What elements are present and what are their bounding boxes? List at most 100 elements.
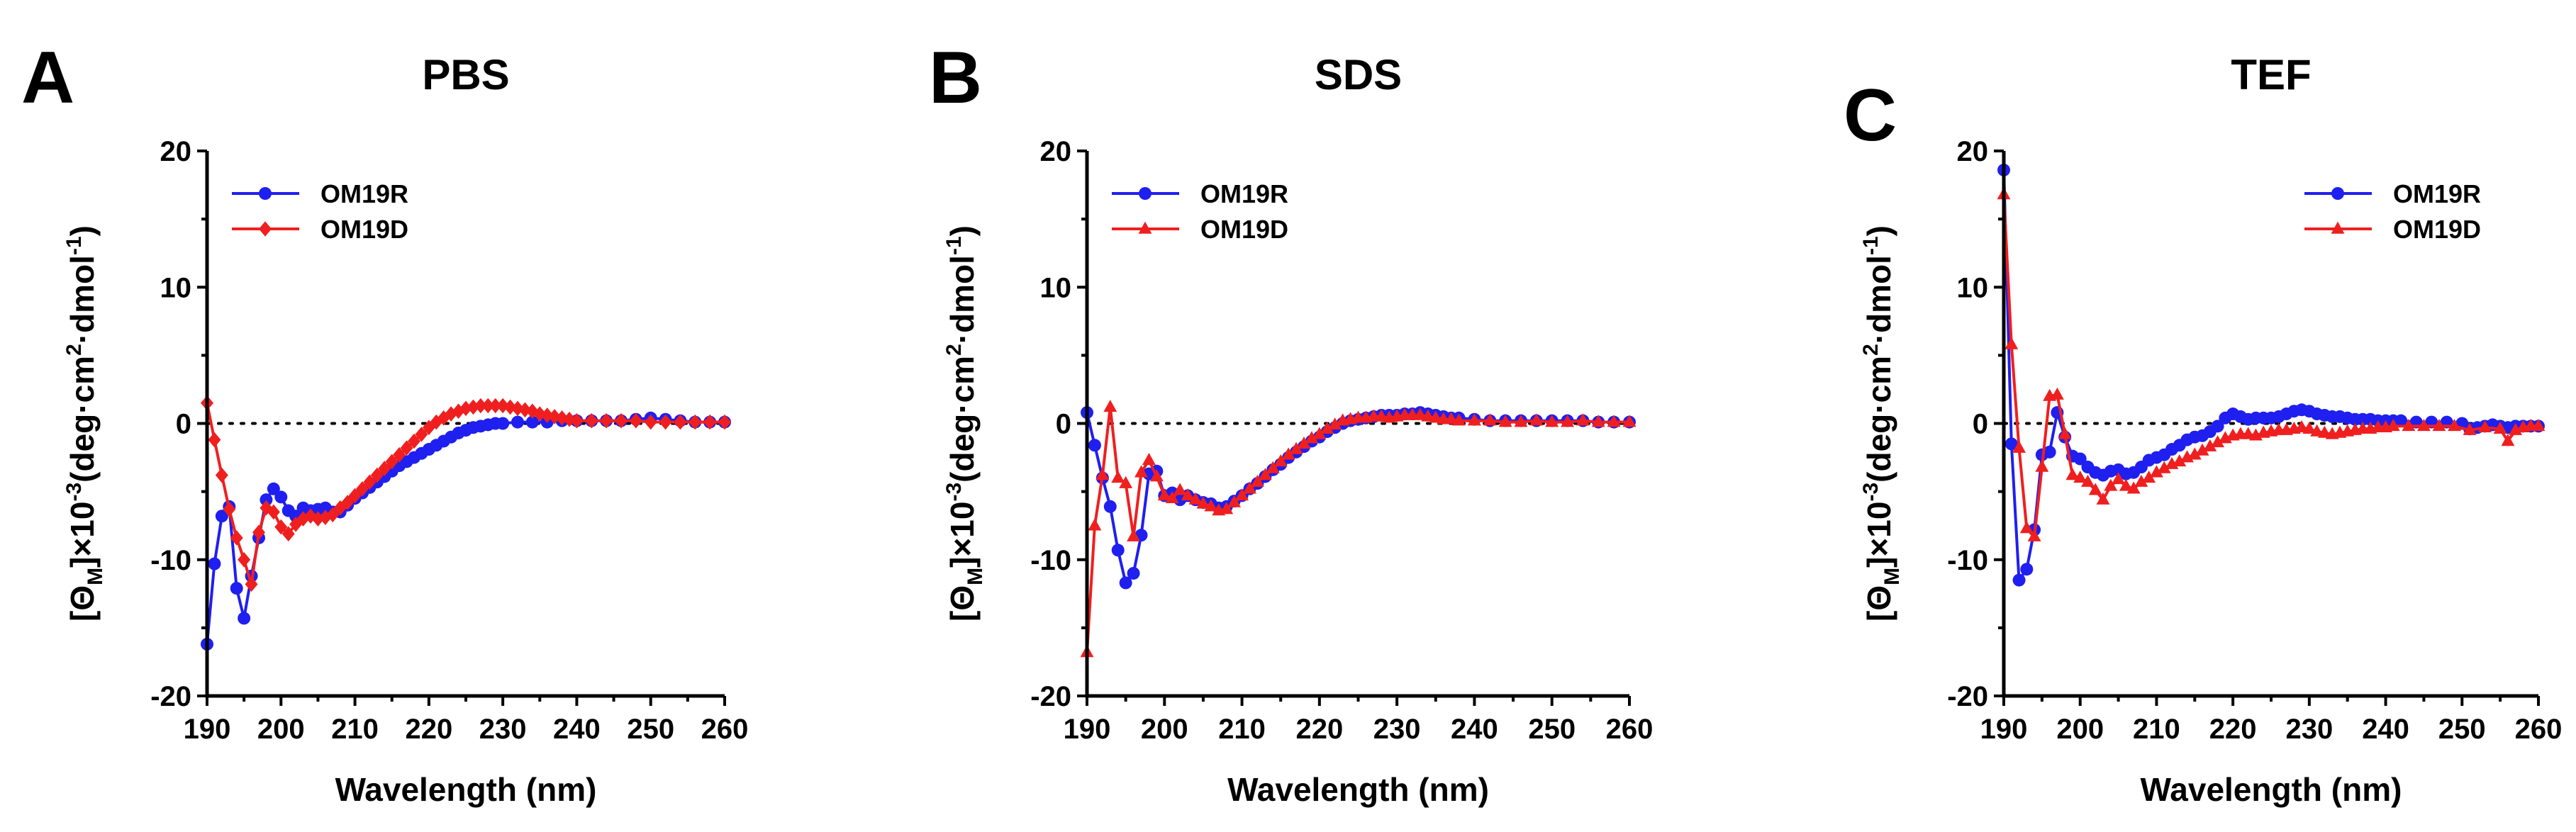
panel-a-series-om19d (201, 395, 731, 592)
panel-b-om19d-point (1444, 412, 1459, 425)
panel-c-om19r-point (2394, 414, 2408, 427)
panel-c-om19d-point (2478, 420, 2492, 433)
panel-a-om19r-point (511, 415, 524, 429)
panel-a-om19d-point (326, 507, 340, 523)
panel-c-om19d-point (2295, 420, 2309, 433)
panel-a-om19d-point (718, 414, 731, 430)
panel-a-om19d-point (378, 461, 391, 476)
panel-b-om19d-point (1165, 490, 1179, 503)
panel-b: B SDS 190 200 210 220 230 240 250 260 -20 -10 0 10 20 W… (929, 37, 1653, 808)
panel-a-legend-swatch-marker (259, 221, 272, 237)
panel-c-om19d-point (2448, 418, 2461, 432)
panel-b-om19r-point (1088, 439, 1101, 452)
panel-b-om19d-point (1258, 468, 1272, 480)
panel-a-om19d-point (659, 414, 672, 430)
panel-c-om19d-point (2501, 434, 2515, 446)
panel-a-om19d-point (474, 398, 487, 414)
panel-b-om19d-point (1607, 415, 1621, 427)
panel-b-om19d-point (1173, 483, 1187, 495)
panel-b-y-tick-label: -20 (1030, 681, 1071, 712)
panel-b-om19d-point (1297, 436, 1311, 449)
panel-a-om19r-point (525, 415, 539, 429)
panel-a-om19d-point (363, 474, 377, 490)
panel-b-om19d-point (1181, 488, 1195, 501)
panel-c-om19d-point (2050, 387, 2064, 400)
panel-a-letter: A (21, 37, 74, 119)
panel-b-om19d-point (1111, 471, 1125, 483)
panel-c-om19d-point (2019, 521, 2034, 534)
panel-a-x-tick-label: 200 (257, 714, 305, 745)
panel-c-om19d-point (2149, 465, 2163, 478)
panel-c-om19d-point (2088, 483, 2102, 495)
panel-b-om19r-point (1119, 576, 1132, 590)
panel-c-om19d-point (2195, 443, 2209, 456)
panel-b-om19d-point (1134, 465, 1148, 478)
panel-b-y-tick-label: -10 (1030, 545, 1071, 576)
panel-c-om19d-point (2211, 435, 2225, 448)
panel-c-om19d-point (2119, 478, 2133, 491)
panel-a-legend: OM19R OM19D (232, 179, 408, 244)
panel-c-x-tick-label: 200 (2056, 714, 2104, 745)
panel-b-om19d-point (1196, 496, 1210, 509)
panel-a-om19d-point (385, 454, 398, 470)
panel-b-om19d-point (1452, 413, 1466, 426)
panel-c-legend-swatch-marker (2331, 221, 2345, 234)
panel-b-om19d-point (1429, 410, 1443, 423)
panel-c-y-tick-label: -10 (1947, 545, 1988, 576)
panel-c-x-tick-label: 210 (2133, 714, 2180, 745)
panel-c-om19d-point (2005, 337, 2019, 349)
panel-b-om19d-point (1320, 421, 1334, 434)
panel-a-om19d-point (245, 576, 258, 592)
panel-a-x-tick-label: 210 (331, 714, 379, 745)
panel-b-om19d-point (1243, 481, 1256, 494)
panel-b-om19d-point (1088, 518, 1102, 531)
panel-c-om19r-point (2012, 573, 2026, 587)
panel-b-om19d-point (1220, 502, 1234, 515)
panel-b-om19d-point (1421, 409, 1435, 422)
panel-b-legend-swatch-marker (1139, 187, 1152, 200)
panel-b-om19d-point (1149, 469, 1164, 482)
panel-c-y-tick-label: 0 (1973, 409, 1988, 440)
panel-a-om19d-point (400, 440, 413, 456)
panel-c-om19d-point (2203, 439, 2217, 451)
panel-a-x-tick-label: 250 (627, 714, 674, 745)
panel-b-om19r-point (1127, 566, 1140, 580)
panel-a-om19d-point (415, 427, 428, 442)
panel-b-legend-swatch-marker (1138, 221, 1152, 234)
panel-b-x-tick-label: 250 (1528, 714, 1576, 745)
panel-c-om19d-point (2302, 421, 2316, 434)
panel-b-om19d-point (1273, 454, 1288, 467)
panel-c-om19d-point (2012, 440, 2026, 453)
panel-c-om19d-point (2073, 471, 2087, 483)
panel-b-om19d-point (1467, 413, 1481, 426)
panel-a-om19d-point (408, 433, 420, 449)
panel-c-om19r-point (2020, 563, 2034, 576)
panel-c: C TEF 190 200 210 220 230 240 250 260 -20 -10 0 10 20 W… (1844, 51, 2562, 808)
panel-a-om19d-point (430, 414, 443, 430)
panel-c-om19d-point (2463, 422, 2477, 435)
panel-b-x-tick-label: 190 (1064, 714, 1111, 745)
panel-c-x-tick-label: 230 (2285, 714, 2333, 745)
panel-b-legend-label-om19r: OM19R (1200, 179, 1288, 208)
panel-c-legend-swatch-marker (2331, 187, 2344, 200)
panel-c-x-tick-label: 220 (2209, 714, 2257, 745)
panel-c-om19d-point (2142, 471, 2156, 483)
panel-b-om19d-point (1157, 488, 1171, 501)
panel-b-om19d-point (1266, 461, 1280, 473)
panel-b-om19d-point (1103, 400, 1117, 412)
panel-c-om19d-point (2081, 474, 2095, 487)
panel-c-y-tick-label: -20 (1947, 681, 1988, 712)
panel-a-om19d-point (674, 414, 687, 430)
panel-a-om19d-point (489, 398, 502, 414)
panel-c-om19d-point (2096, 492, 2110, 505)
panel-a-legend-label-om19r: OM19R (320, 179, 408, 208)
panel-a-y-tick-label: 10 (160, 272, 192, 303)
panel-c-x-tick-label: 250 (2438, 714, 2486, 745)
panel-a-title: PBS (422, 51, 509, 99)
panel-c-y-tick-label: 10 (1957, 272, 1989, 303)
panel-b-om19d-point (1127, 529, 1141, 541)
panel-a-om19d-point (356, 480, 369, 497)
panel-c-om19d-point (2104, 478, 2118, 491)
panel-c-om19r-point (2073, 452, 2087, 466)
